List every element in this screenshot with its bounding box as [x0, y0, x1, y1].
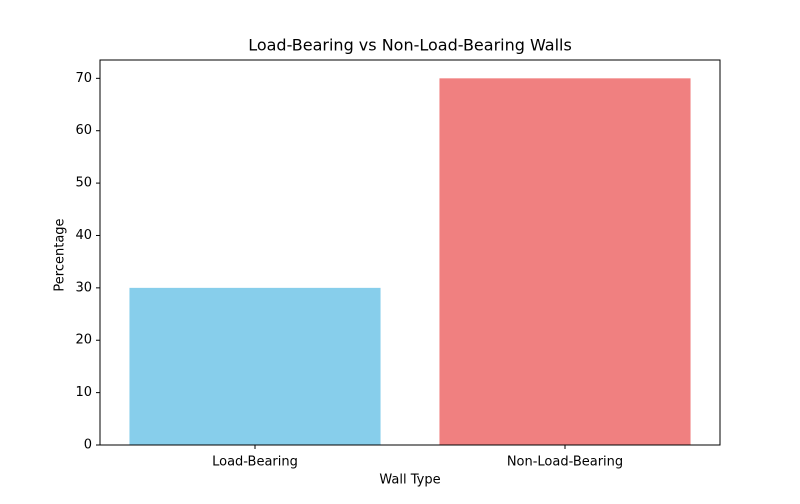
y-tick-label: 20 — [75, 333, 92, 348]
y-tick-label: 40 — [75, 228, 92, 243]
x-axis-label: Wall Type — [379, 473, 440, 488]
chart-title: Load-Bearing vs Non-Load-Bearing Walls — [248, 36, 572, 55]
x-tick-label: Load-Bearing — [212, 455, 298, 470]
bar — [129, 287, 381, 445]
y-tick-label: 30 — [75, 280, 92, 295]
y-tick-label: 50 — [75, 176, 92, 191]
y-tick-label: 0 — [84, 438, 92, 453]
y-tick-label: 60 — [75, 123, 92, 138]
y-tick-label: 10 — [75, 385, 92, 400]
plot-frame — [99, 59, 721, 446]
y-tick-label: 70 — [75, 71, 92, 86]
bar — [439, 78, 691, 445]
y-axis-label: Percentage — [53, 218, 68, 291]
x-tick-label: Non-Load-Bearing — [507, 455, 623, 470]
